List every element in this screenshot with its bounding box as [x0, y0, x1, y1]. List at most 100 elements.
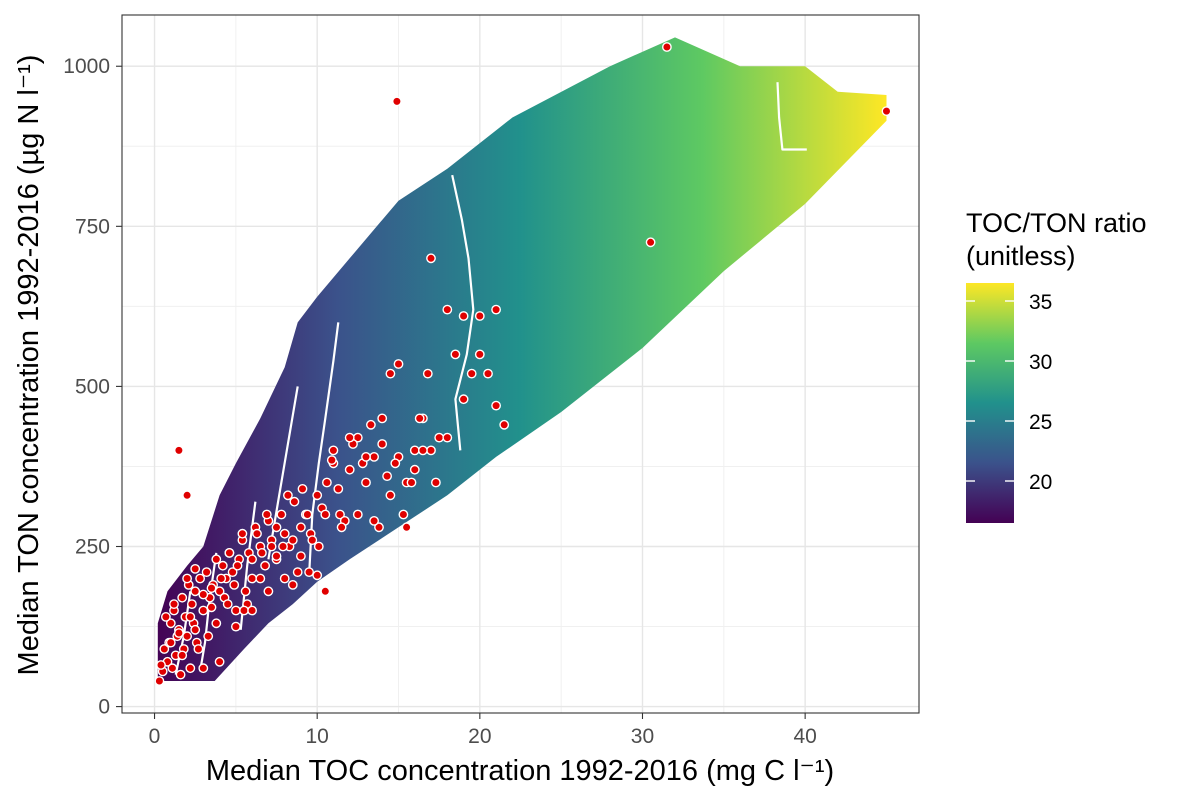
data-point [320, 586, 331, 597]
data-point [256, 548, 267, 558]
contour-line [308, 322, 340, 576]
data-point [361, 477, 371, 488]
data-point [333, 483, 344, 494]
data-point [390, 458, 401, 469]
data-point [211, 554, 222, 565]
data-point [237, 528, 248, 539]
data-point [247, 573, 258, 584]
data-point [287, 535, 298, 545]
data-point [229, 580, 240, 590]
data-point [304, 567, 314, 577]
legend-tick-label: 35 [1029, 291, 1052, 314]
data-point [312, 490, 323, 501]
data-point [177, 592, 188, 603]
data-point [201, 567, 212, 577]
data-point [247, 605, 258, 616]
data-point [247, 554, 258, 565]
legend-colorbar [966, 283, 1014, 523]
data-point [230, 605, 241, 616]
contour-line [199, 552, 218, 672]
x-tick-label: 20 [468, 725, 491, 748]
data-point [385, 368, 396, 379]
data-point [417, 445, 428, 456]
data-point [458, 394, 469, 405]
y-tick-label: 250 [75, 536, 110, 559]
data-point [154, 676, 165, 686]
data-point [326, 455, 337, 465]
data-point [401, 522, 412, 533]
legend-tick-label: 25 [1029, 411, 1052, 434]
data-point [645, 237, 656, 248]
data-point [297, 483, 308, 494]
data-point [352, 509, 363, 520]
data-point [295, 551, 306, 561]
data-point [203, 631, 214, 642]
legend: TOC/TON ratio (unitless) 20 25 30 35 [966, 208, 1147, 523]
data-point [211, 618, 222, 629]
data-point [361, 451, 371, 462]
y-tick-label: 0 [98, 696, 110, 719]
data-point [182, 490, 193, 501]
data-point [369, 451, 379, 462]
data-point [198, 589, 209, 600]
data-point [312, 570, 323, 581]
data-point [222, 599, 233, 609]
data-point [240, 586, 251, 597]
data-point [177, 650, 188, 661]
data-point [232, 560, 243, 571]
data-point [216, 573, 227, 584]
data-point [214, 656, 225, 667]
data-point [175, 669, 186, 680]
data-point [662, 42, 672, 52]
data-point [385, 490, 396, 501]
data-point [195, 573, 206, 584]
data-point [165, 637, 176, 648]
y-tick-label: 500 [75, 375, 110, 398]
data-point [169, 599, 179, 609]
data-point [382, 471, 392, 481]
data-point [156, 660, 166, 670]
data-point [282, 490, 293, 501]
data-point [369, 516, 379, 526]
data-point [227, 567, 238, 577]
x-tick-label: 30 [631, 725, 654, 748]
data-point [434, 432, 445, 443]
legend-title-line2: (unitless) [966, 241, 1076, 271]
data-point [167, 663, 178, 674]
data-point [302, 509, 313, 520]
data-point [182, 573, 193, 584]
data-point [193, 644, 204, 654]
data-point [165, 618, 176, 629]
data-point [261, 509, 272, 520]
contour-line [776, 82, 807, 151]
data-point [182, 631, 193, 642]
data-point [278, 541, 288, 552]
data-point [406, 477, 417, 488]
data-point [374, 522, 384, 533]
contour-line [451, 174, 475, 451]
data-point [491, 400, 501, 411]
data-point [190, 564, 201, 574]
data-point [391, 96, 402, 107]
y-tick-label: 1000 [63, 55, 110, 78]
data-point [458, 311, 469, 321]
data-point [276, 509, 287, 520]
x-axis-title: Median TOC concentration 1992-2016 (mg C… [206, 755, 834, 787]
data-point [321, 477, 332, 488]
plot-panel-border [121, 14, 920, 714]
data-point [271, 522, 282, 533]
data-point [398, 509, 409, 520]
data-point [335, 509, 345, 520]
data-point [474, 349, 485, 360]
data-point [344, 432, 355, 443]
data-point [499, 419, 510, 430]
data-point [442, 432, 453, 443]
data-point [344, 464, 355, 475]
data-point [474, 311, 485, 321]
axes: 0 10 20 30 40 0 250 500 750 1000 [63, 55, 817, 748]
legend-title-line1: TOC/TON ratio [966, 208, 1147, 238]
data-point [365, 419, 376, 430]
data-point [377, 439, 388, 449]
data-point [206, 602, 217, 613]
data-point [393, 359, 404, 369]
